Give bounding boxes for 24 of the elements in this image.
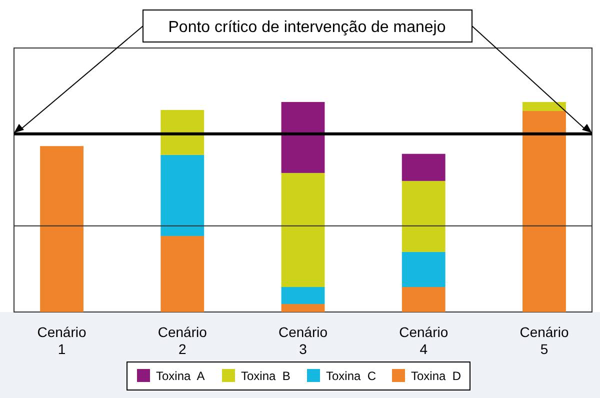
bar [402,252,446,288]
x-tick-label: Cenário 4 [399,324,448,357]
bar [522,102,566,112]
legend-label: Toxina A [156,369,205,383]
x-tick-label: Cenário 5 [520,324,569,357]
bar [160,110,204,155]
bar [160,154,204,236]
bar [281,287,325,304]
legend-label: Toxina B [241,369,290,383]
x-tick-label: Cenário 3 [278,324,328,357]
bar [281,102,325,173]
legend-label: Toxina D [411,369,462,383]
bar [281,172,325,288]
legend-label: Toxina C [326,369,376,383]
bar [402,180,446,252]
bar [402,287,446,312]
bar [40,146,84,312]
bar [160,236,204,312]
bar [522,111,566,312]
bar [402,154,446,181]
text: Ponto crítico de intervenção de manejo [168,19,446,36]
bar [281,304,325,312]
x-tick-label: Cenário 2 [158,324,208,357]
x-tick-label: Cenário 1 [37,324,86,357]
